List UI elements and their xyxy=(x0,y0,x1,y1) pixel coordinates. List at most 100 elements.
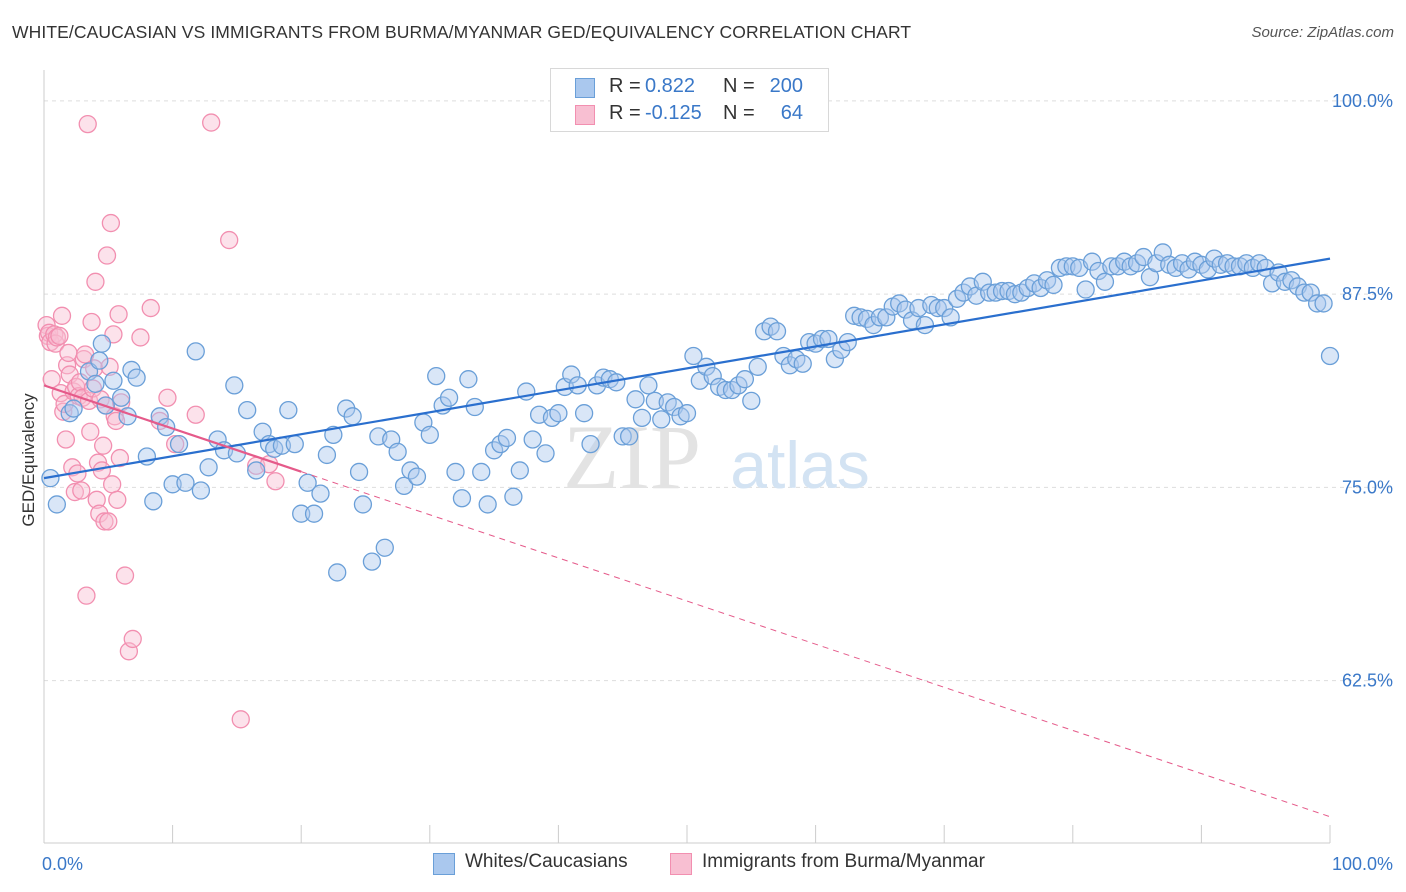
x-tick-label: 100.0% xyxy=(1332,854,1393,874)
point-white xyxy=(735,370,755,389)
point-white xyxy=(497,428,517,448)
point-white xyxy=(247,461,266,480)
point-burma xyxy=(220,230,239,250)
point-white xyxy=(581,434,600,454)
point-white xyxy=(459,370,478,389)
bottom-legend-label-white: Whites/Caucasians xyxy=(465,851,628,872)
point-white xyxy=(748,357,767,376)
point-burma xyxy=(158,388,177,407)
trendline-burma-dashed xyxy=(301,471,1331,818)
point-white xyxy=(504,487,523,506)
point-burma xyxy=(50,326,69,346)
point-white xyxy=(427,366,446,386)
point-burma xyxy=(99,512,118,531)
trendline-burma-solid xyxy=(43,384,302,473)
chart-source: Source: ZipAtlas.com xyxy=(1251,24,1394,41)
point-white xyxy=(311,484,330,503)
point-burma xyxy=(100,357,119,376)
trendlines xyxy=(43,257,1331,818)
legend-row-burma: R = -0.125 N = 64 xyxy=(551,101,828,127)
bottom-legend-label-burma: Immigrants from Burma/Myanmar xyxy=(702,851,985,872)
point-white xyxy=(144,492,163,511)
point-white xyxy=(104,371,123,390)
legend-row-white: R = 0.822 N = 200 xyxy=(551,74,828,100)
point-white xyxy=(793,354,812,373)
axes xyxy=(43,70,1331,844)
point-white xyxy=(349,462,369,482)
point-white xyxy=(465,397,484,417)
point-white xyxy=(191,481,211,500)
legend-n-value: 200 xyxy=(769,75,803,97)
point-white xyxy=(652,410,671,429)
point-burma xyxy=(87,490,106,509)
point-white xyxy=(238,400,257,420)
y-axis-label: GED/Equivalency xyxy=(19,393,38,527)
legend-n-value: 64 xyxy=(780,102,803,124)
point-burma xyxy=(81,422,100,441)
point-burma xyxy=(94,436,113,455)
point-white xyxy=(1044,275,1063,295)
point-burma xyxy=(166,434,185,454)
point-white xyxy=(812,329,832,349)
point-white xyxy=(328,563,347,582)
point-white xyxy=(1314,294,1333,313)
point-white xyxy=(915,315,935,335)
watermark: ZIP atlas xyxy=(563,406,870,508)
point-burma xyxy=(266,472,285,491)
point-white xyxy=(439,388,459,407)
point-white xyxy=(472,462,491,482)
point-burma xyxy=(86,272,105,291)
point-white xyxy=(935,298,954,318)
legend-r-value: -0.125 xyxy=(645,102,702,124)
point-white xyxy=(523,430,542,449)
y-tick-label: 87.5% xyxy=(1342,284,1393,304)
point-white xyxy=(626,390,645,409)
point-white xyxy=(973,272,992,291)
point-white xyxy=(394,476,414,496)
legend-r-value: 0.822 xyxy=(645,75,696,97)
legend-swatch-burma xyxy=(575,105,595,125)
point-white xyxy=(767,322,787,341)
trendline-white xyxy=(43,257,1331,480)
point-burma xyxy=(109,305,128,324)
point-white xyxy=(292,504,311,523)
y-tick-label: 75.0% xyxy=(1342,477,1393,497)
point-white xyxy=(362,552,382,571)
legend-swatch-white xyxy=(575,78,595,98)
point-burma xyxy=(110,448,130,468)
point-white xyxy=(536,444,555,463)
point-white xyxy=(510,461,529,480)
point-burma xyxy=(82,312,101,332)
point-burma xyxy=(108,490,127,509)
point-burma xyxy=(103,475,122,494)
point-white xyxy=(343,407,362,426)
point-burma xyxy=(115,566,135,585)
point-white xyxy=(613,427,632,446)
legend-n-label: N = xyxy=(723,75,755,97)
point-white xyxy=(574,404,594,423)
point-burma xyxy=(97,246,117,265)
point-white xyxy=(317,445,337,465)
point-white xyxy=(388,442,407,462)
point-white xyxy=(324,425,343,445)
point-burma xyxy=(106,411,126,431)
point-white xyxy=(169,434,189,454)
point-white xyxy=(825,349,845,369)
point-white xyxy=(632,408,652,428)
bottom-legend-swatch-burma xyxy=(670,853,692,875)
y-tick-label: 62.5% xyxy=(1342,671,1393,691)
point-white xyxy=(742,391,761,410)
point-burma xyxy=(55,394,74,414)
y-tick-labels: 62.5% 75.0% 87.5% 100.0% xyxy=(1332,91,1393,691)
point-white xyxy=(1082,252,1102,271)
point-white xyxy=(478,495,497,514)
point-white xyxy=(619,427,639,446)
point-white xyxy=(86,374,105,393)
point-white xyxy=(112,388,131,407)
point-white xyxy=(92,334,112,353)
point-burma xyxy=(123,629,142,649)
point-burma xyxy=(202,113,221,132)
watermark-zip: ZIP xyxy=(563,406,701,508)
point-white xyxy=(407,467,427,486)
